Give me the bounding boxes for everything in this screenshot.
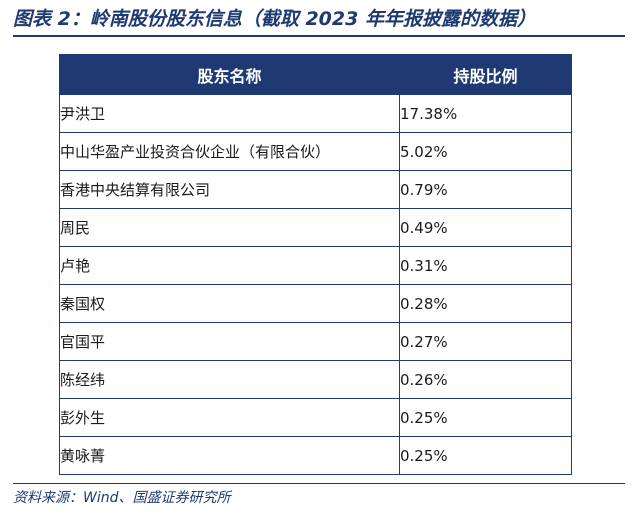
shareholder-name: 尹洪卫	[59, 94, 400, 133]
table-row: 黄咏菁 0.25%	[59, 436, 572, 475]
table-row: 尹洪卫 17.38%	[59, 94, 572, 133]
table-row: 香港中央结算有限公司 0.79%	[59, 170, 572, 209]
table-header-row: 股东名称 持股比例	[59, 54, 572, 95]
shareholding-percentage: 0.26%	[399, 360, 572, 399]
title-underline	[13, 35, 625, 37]
column-header-name: 股东名称	[59, 54, 400, 95]
table-row: 周民 0.49%	[59, 208, 572, 247]
shareholding-percentage: 0.25%	[399, 398, 572, 437]
table-row: 秦国权 0.28%	[59, 284, 572, 323]
shareholding-percentage: 0.28%	[399, 284, 572, 323]
shareholding-percentage: 17.38%	[399, 94, 572, 133]
shareholder-name: 中山华盈产业投资合伙企业（有限合伙）	[59, 132, 400, 171]
shareholder-name: 陈经纬	[59, 360, 400, 399]
shareholding-percentage: 0.49%	[399, 208, 572, 247]
figure-title: 图表 2：岭南股份股东信息（截取 2023 年年报披露的数据）	[13, 8, 536, 30]
shareholder-name: 香港中央结算有限公司	[59, 170, 400, 209]
shareholder-name: 黄咏菁	[59, 436, 400, 475]
table-row: 陈经纬 0.26%	[59, 360, 572, 399]
shareholding-percentage: 5.02%	[399, 132, 572, 171]
column-header-percentage: 持股比例	[399, 54, 572, 95]
shareholding-percentage: 0.25%	[399, 436, 572, 475]
shareholder-name: 卢艳	[59, 246, 400, 285]
table-row: 彭外生 0.25%	[59, 398, 572, 437]
table-row: 中山华盈产业投资合伙企业（有限合伙） 5.02%	[59, 132, 572, 171]
shareholder-name: 官国平	[59, 322, 400, 361]
shareholding-percentage: 0.79%	[399, 170, 572, 209]
shareholder-table: 股东名称 持股比例 尹洪卫 17.38% 中山华盈产业投资合伙企业（有限合伙） …	[59, 54, 572, 475]
shareholder-name: 秦国权	[59, 284, 400, 323]
table-row: 卢艳 0.31%	[59, 246, 572, 285]
shareholding-percentage: 0.27%	[399, 322, 572, 361]
shareholder-name: 彭外生	[59, 398, 400, 437]
shareholder-name: 周民	[59, 208, 400, 247]
source-note: 资料来源：Wind、国盛证券研究所	[13, 490, 231, 506]
source-divider	[13, 483, 625, 484]
table-row: 官国平 0.27%	[59, 322, 572, 361]
shareholding-percentage: 0.31%	[399, 246, 572, 285]
